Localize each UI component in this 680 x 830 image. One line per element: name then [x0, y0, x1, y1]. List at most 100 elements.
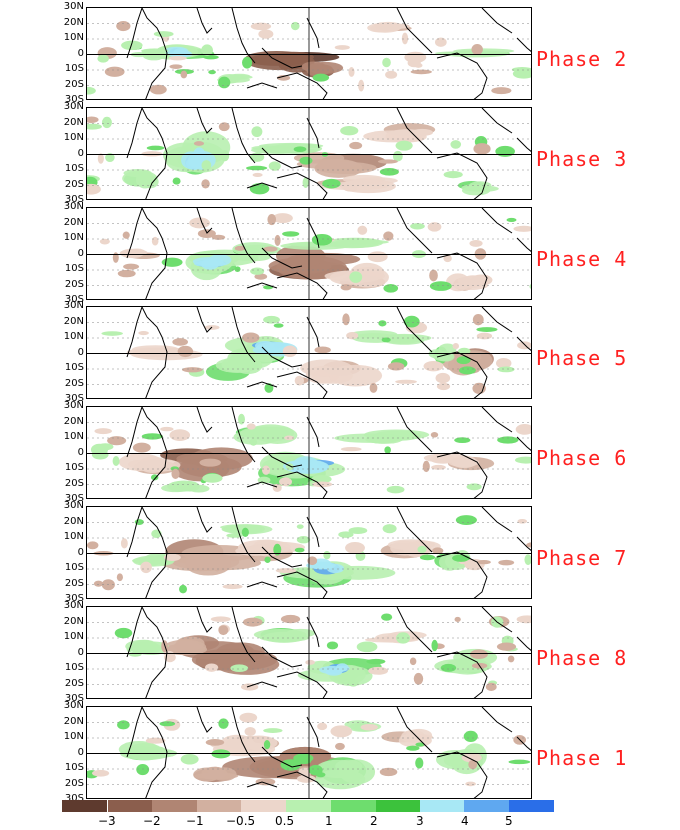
coastline — [141, 407, 168, 498]
anomaly-speckle — [417, 545, 427, 554]
anomaly-speckle — [263, 740, 271, 750]
anomaly-speckle — [262, 465, 271, 475]
anomaly-map — [87, 707, 531, 798]
coastline — [516, 436, 531, 451]
colorbar-tick-label: −0.5 — [226, 814, 256, 828]
anomaly-speckle — [199, 458, 221, 467]
latitude-label: 10N — [63, 631, 84, 642]
anomaly-speckle — [160, 426, 174, 432]
anomaly-speckle — [326, 641, 339, 650]
colorbar-swatch — [62, 800, 107, 812]
anomaly-speckle — [182, 367, 203, 373]
anomaly-speckle — [430, 432, 439, 438]
latitude-label: 10S — [64, 63, 84, 74]
latitude-label: 20S — [64, 777, 84, 789]
anomaly-speckle — [440, 663, 457, 672]
anomaly-speckle — [101, 116, 112, 129]
anomaly-speckle — [246, 423, 256, 430]
anomaly-speckle — [512, 68, 531, 79]
coastline — [246, 781, 278, 788]
latitude-label: 0 — [77, 546, 84, 558]
wet-anomaly-shading — [201, 258, 219, 270]
anomaly-speckle — [97, 153, 104, 164]
latitude-label: 10N — [63, 331, 84, 342]
anomaly-speckle — [114, 627, 133, 639]
anomaly-speckle — [179, 584, 188, 594]
anomaly-speckle — [205, 739, 225, 746]
anomaly-speckle — [205, 663, 219, 672]
phase-label: Phase 6 — [536, 446, 628, 470]
coastline — [141, 707, 168, 798]
anomaly-speckle — [150, 474, 159, 481]
anomaly-speckle — [268, 161, 281, 171]
anomaly-speckle — [267, 213, 277, 226]
anomaly-speckle — [201, 160, 212, 171]
anomaly-speckle — [343, 185, 358, 192]
coastline — [231, 507, 256, 563]
latitude-label: 0 — [77, 646, 84, 658]
coastline — [231, 707, 256, 763]
anomaly-speckle — [180, 70, 188, 79]
anomaly-speckle — [249, 152, 265, 162]
anomaly-speckle — [263, 315, 280, 324]
anomaly-speckle — [455, 515, 477, 525]
anomaly-speckle — [349, 271, 363, 283]
colorbar-swatch — [108, 800, 153, 812]
anomaly-speckle — [293, 146, 307, 153]
anomaly-speckle — [360, 723, 378, 731]
anomaly-speckle — [367, 251, 388, 263]
latitude-label: 20S — [64, 278, 84, 290]
anomaly-speckle — [193, 141, 205, 146]
dry-anomaly-shading — [244, 50, 309, 66]
anomaly-speckle — [436, 382, 451, 391]
anomaly-speckle — [395, 140, 413, 151]
coastline — [436, 252, 488, 299]
latitude-label: 20N — [63, 315, 84, 327]
coastline — [306, 316, 320, 348]
coastline — [276, 571, 328, 598]
anomaly-map-panel — [86, 606, 532, 699]
anomaly-speckle — [210, 616, 231, 622]
anomaly-speckle — [476, 559, 491, 565]
anomaly-speckle — [132, 442, 151, 453]
coastline — [306, 217, 320, 249]
colorbar-swatch — [420, 800, 465, 812]
anomaly-speckle — [498, 559, 515, 566]
coastline — [436, 52, 488, 99]
wet-anomaly-shading — [233, 357, 263, 374]
coastline — [126, 108, 143, 159]
latitude-label: 20S — [64, 577, 84, 589]
anomaly-speckle — [104, 66, 125, 77]
anomaly-speckle — [296, 524, 304, 529]
latitude-label: 30N — [63, 101, 84, 112]
coastline — [306, 716, 320, 748]
coastline — [306, 616, 320, 648]
dry-anomaly-shading — [131, 345, 180, 354]
dry-anomaly-shading — [315, 161, 377, 174]
wet-anomaly-shading — [257, 426, 298, 444]
latitude-label: 10N — [63, 731, 84, 742]
coastline — [141, 507, 168, 598]
anomaly-speckle — [222, 584, 243, 590]
anomaly-speckle — [284, 435, 295, 441]
coastline — [396, 507, 433, 553]
coastline — [261, 546, 303, 568]
latitude-label: 30S — [64, 493, 84, 504]
anomaly-speckle — [323, 550, 331, 560]
anomaly-speckle — [177, 345, 194, 358]
anomaly-speckle — [294, 375, 305, 386]
anomaly-speckle — [201, 44, 213, 56]
latitude-label: 0 — [77, 446, 84, 458]
anomaly-speckle — [335, 742, 345, 750]
anomaly-map — [87, 407, 531, 498]
anomaly-speckle — [516, 615, 531, 624]
coastline — [231, 307, 256, 363]
anomaly-speckle — [213, 561, 222, 572]
latitude-label: 20S — [64, 477, 84, 489]
anomaly-speckle — [429, 281, 452, 291]
coastline — [261, 247, 303, 269]
anomaly-speckle — [308, 764, 323, 776]
anomaly-speckle — [382, 524, 397, 534]
anomaly-speckle — [242, 617, 263, 627]
anomaly-speckle — [461, 752, 482, 763]
